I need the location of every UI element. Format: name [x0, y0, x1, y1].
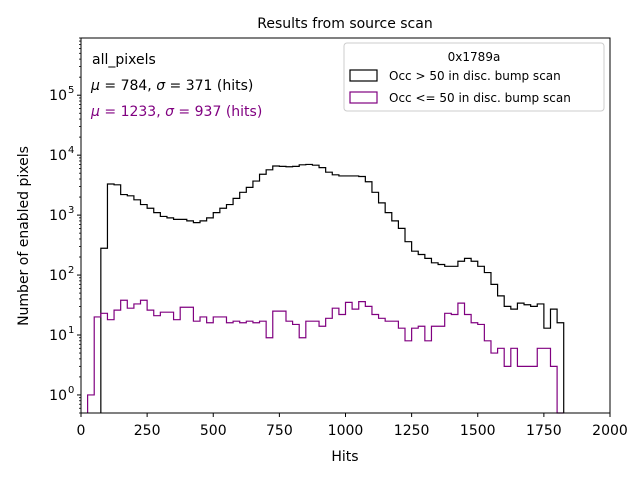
annotation-series2-stats: μ = 1233, σ = 937 (hits) [90, 104, 262, 120]
stats-annotations: all_pixels μ = 784, σ = 371 (hits) μ = 1… [90, 52, 262, 120]
histogram-series-2 [87, 299, 564, 414]
x-tick-label-250: 250 [134, 423, 161, 439]
y-tick-exp-100: 2 [68, 265, 74, 276]
x-axis-label: Hits [331, 449, 358, 465]
y-tick-label-100: 10 [49, 268, 67, 284]
series2-mu: 1233 [121, 104, 157, 120]
series2-unit: (hits) [226, 104, 262, 120]
y-tick-exp-1: 0 [68, 385, 74, 396]
x-tick-label-0: 0 [77, 423, 86, 439]
x-tick-label-2000: 2000 [592, 423, 628, 439]
plot-area [87, 163, 565, 414]
y-tick-exp-1000: 3 [68, 205, 74, 216]
x-tick-label-1000: 1000 [328, 423, 364, 439]
y-axis-label: Number of enabled pixels [16, 146, 32, 326]
series2-sigma: 937 [195, 104, 222, 120]
x-tick-label-500: 500 [200, 423, 227, 439]
legend-swatch-series1 [349, 69, 378, 82]
legend-title: 0x1789a [448, 50, 501, 64]
y-tick-label-1000: 10 [49, 208, 67, 224]
x-tick-label-1750: 1750 [526, 423, 562, 439]
histogram-series-1 [100, 163, 565, 413]
legend: 0x1789a Occ > 50 in disc. bump scan Occ … [343, 42, 605, 112]
y-tick-label-10: 10 [49, 328, 67, 344]
x-tick-label-750: 750 [266, 423, 293, 439]
x-tick-label-1250: 1250 [394, 423, 430, 439]
y-tick-label-1: 10 [49, 388, 67, 404]
legend-box [343, 42, 605, 112]
legend-swatch-series2 [349, 91, 378, 104]
annotation-series1-stats: μ = 784, σ = 371 (hits) [90, 78, 253, 94]
legend-entry-series1: Occ > 50 in disc. bump scan [389, 69, 561, 83]
legend-entry-series2: Occ <= 50 in disc. bump scan [389, 91, 571, 105]
y-tick-exp-10: 1 [68, 325, 74, 336]
annotation-label: all_pixels [92, 52, 156, 68]
series1-sigma: 371 [186, 78, 213, 94]
series1-mu: 784 [121, 78, 148, 94]
y-tick-label-10000: 10 [49, 148, 67, 164]
series1-unit: (hits) [217, 78, 253, 94]
x-tick-label-1500: 1500 [460, 423, 496, 439]
y-tick-exp-10000: 4 [68, 145, 74, 156]
y-tick-exp-100000: 5 [68, 85, 74, 96]
y-tick-label-100000: 10 [49, 88, 67, 104]
chart-title: Results from source scan [257, 16, 432, 32]
